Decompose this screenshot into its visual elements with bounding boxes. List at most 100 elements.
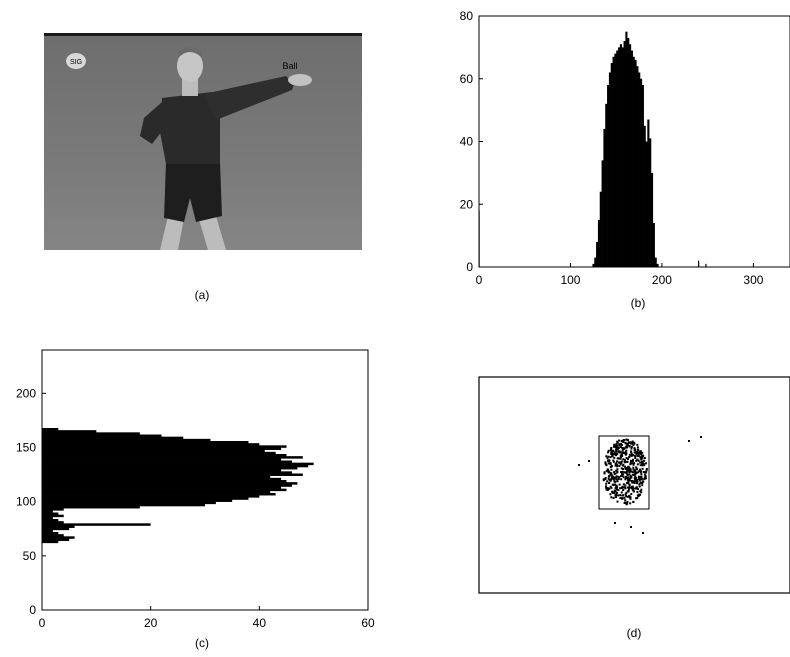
mask-pixel	[634, 487, 637, 490]
mask-pixel	[641, 480, 644, 483]
mask-pixel	[640, 458, 643, 461]
mask-pixel	[615, 469, 618, 472]
mask-pixel	[611, 477, 614, 480]
mask-pixel	[641, 484, 644, 487]
mask-pixel	[632, 463, 635, 466]
mask-pixel	[624, 478, 627, 481]
y-tick-label-c: 200	[16, 386, 36, 400]
mask-pixel	[630, 470, 633, 473]
mask-pixel	[620, 460, 623, 463]
histogram-bar-c	[42, 529, 53, 533]
mask-pixel	[627, 441, 630, 444]
mask-pixel	[619, 463, 622, 466]
mask-pixel	[625, 495, 628, 498]
mask-pixel	[609, 485, 612, 488]
mask-pixel	[643, 464, 646, 467]
histogram-bar-b	[607, 85, 610, 268]
y-tick-label-c: 150	[16, 441, 36, 455]
mask-pixel	[624, 487, 627, 490]
mask-pixel	[609, 466, 612, 469]
mask-pixel	[622, 488, 625, 491]
histogram-bar-b	[614, 53, 617, 268]
histogram-bar-b	[603, 128, 606, 267]
mask-pixel	[636, 468, 639, 471]
mask-pixel	[605, 488, 608, 491]
mask-pixel	[636, 496, 639, 499]
head	[177, 50, 203, 82]
mask-pixel	[630, 445, 633, 448]
histogram-bar-b	[649, 138, 652, 267]
mask-pixel	[606, 489, 609, 492]
mask-pixel	[634, 473, 637, 476]
caption-b: (b)	[630, 296, 646, 310]
mask-pixel	[609, 463, 612, 466]
mask-pixel	[636, 458, 639, 461]
y-tick-label-b: 0	[466, 260, 473, 274]
histogram-bar-c	[42, 454, 287, 457]
mask-pixel	[619, 487, 622, 490]
mask-pixel	[616, 440, 619, 443]
mask-frame	[478, 376, 790, 594]
mask-pixel	[614, 483, 617, 486]
histogram-bar-b	[654, 257, 657, 267]
mask-pixel	[613, 489, 616, 492]
histogram-bar-c	[42, 430, 97, 433]
mask-pixel	[631, 488, 634, 491]
histogram-bar-c	[42, 443, 260, 446]
mask-pixel	[643, 459, 646, 462]
mask-pixel	[617, 494, 620, 497]
mask-pixel	[614, 495, 617, 498]
mask-pixel	[626, 446, 629, 449]
mask-pixel	[606, 457, 609, 460]
left-arm	[140, 102, 166, 144]
mask-pixel	[625, 491, 628, 494]
mask-pixel	[635, 486, 638, 489]
bounding-box	[598, 435, 650, 510]
mask-pixel	[610, 446, 613, 449]
histogram-bar-b	[621, 47, 624, 267]
mask-pixel	[626, 500, 629, 503]
mask-pixel	[641, 482, 644, 485]
mask-pixel	[640, 488, 643, 491]
mask-pixel	[616, 441, 619, 444]
histogram-bar-c	[42, 488, 287, 492]
mask-pixel	[620, 474, 623, 477]
mask-pixel	[621, 449, 624, 452]
mask-pixel	[621, 497, 624, 500]
mask-pixel	[642, 462, 645, 465]
mask-pixel	[700, 436, 702, 438]
mask-pixel	[630, 487, 633, 490]
mask-pixel	[610, 455, 613, 458]
mask-pixel	[608, 487, 611, 490]
histogram-bar-c	[42, 495, 260, 498]
mask-pixel	[615, 485, 618, 488]
mask-pixel	[636, 463, 639, 466]
mask-pixel	[616, 486, 619, 489]
mask-pixel	[631, 471, 634, 474]
mask-pixel	[616, 457, 619, 460]
mask-pixel	[632, 487, 635, 490]
mask-pixel	[637, 475, 640, 478]
mask-pixel	[605, 487, 608, 490]
histogram-bar-c	[42, 499, 233, 502]
histogram-bar-c	[42, 471, 292, 474]
histogram-bar-c	[42, 462, 314, 466]
mask-pixel	[641, 477, 644, 480]
histogram-bar-c	[42, 486, 282, 489]
mask-pixel	[614, 452, 617, 455]
mask-pixel	[613, 480, 616, 483]
histogram-bar-b	[596, 241, 599, 267]
mask-pixel	[641, 463, 644, 466]
mask-pixel	[620, 478, 623, 481]
mask-pixel	[630, 451, 633, 454]
mask-pixel	[622, 464, 625, 467]
mask-pixel	[624, 467, 627, 470]
mask-pixel	[636, 494, 639, 497]
mask-pixel	[625, 481, 628, 484]
mask-pixel	[633, 451, 636, 454]
mask-pixel	[622, 439, 625, 442]
y-tick-label-b: 40	[460, 135, 474, 149]
mask-pixel	[613, 472, 616, 475]
mask-pixel	[622, 494, 625, 497]
histogram-bar-c	[42, 538, 70, 541]
